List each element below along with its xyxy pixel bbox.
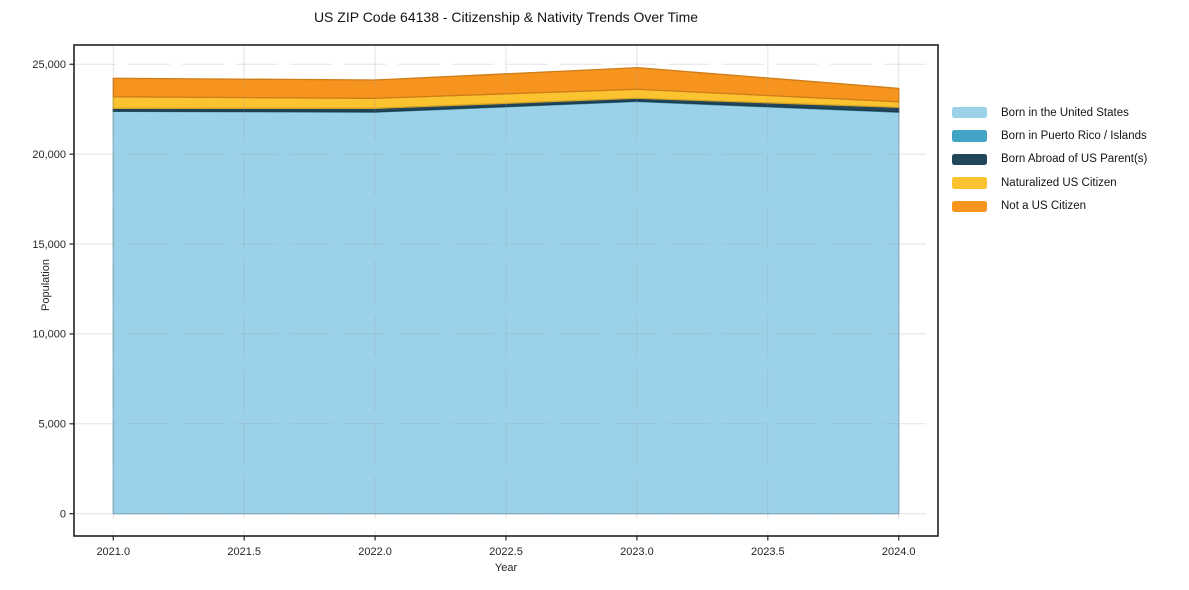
legend-swatch (952, 177, 987, 189)
x-tick-label: 2021.0 (96, 546, 130, 558)
x-tick-label: 2023.5 (751, 546, 785, 558)
x-tick-label: 2024.0 (882, 546, 916, 558)
y-tick-label: 0 (60, 508, 66, 520)
y-tick-label: 25,000 (32, 59, 66, 71)
x-tick-label: 2022.0 (358, 546, 392, 558)
x-axis-label: Year (494, 562, 518, 574)
area-series-4 (112, 67, 900, 103)
legend-item: Born Abroad of US Parent(s) (952, 148, 1147, 171)
y-axis-label: Population (40, 259, 52, 311)
legend-swatch (952, 200, 987, 212)
legend-label: Born Abroad of US Parent(s) (1001, 153, 1148, 166)
y-tick-label: 15,000 (32, 239, 66, 251)
x-tick-label: 2021.5 (227, 546, 261, 558)
x-tick-label: 2022.5 (489, 546, 523, 558)
y-tick-label: 5,000 (38, 419, 66, 431)
legend-item: Born in the United States (952, 101, 1147, 124)
legend-label: Naturalized US Citizen (1001, 176, 1117, 189)
legend-swatch (952, 106, 987, 119)
y-tick-label: 20,000 (32, 149, 66, 161)
legend-item: Not a US Citizen (952, 195, 1147, 218)
legend-item: Naturalized US Citizen (952, 171, 1147, 194)
x-tick-label: 2023.0 (620, 546, 654, 558)
legend-label: Not a US Citizen (1001, 200, 1087, 213)
legend-label: Born in the United States (1001, 106, 1129, 119)
legend-item: Born in Puerto Rico / Islands (952, 124, 1147, 147)
legend-label: Born in Puerto Rico / Islands (1001, 130, 1147, 143)
legend: Born in the United States Born in Puerto … (952, 101, 1147, 218)
y-tick-label: 10,000 (32, 329, 66, 341)
legend-swatch (952, 130, 987, 142)
chart-title: US ZIP Code 64138 - Citizenship & Nativi… (313, 9, 699, 25)
legend-swatch (952, 153, 987, 166)
